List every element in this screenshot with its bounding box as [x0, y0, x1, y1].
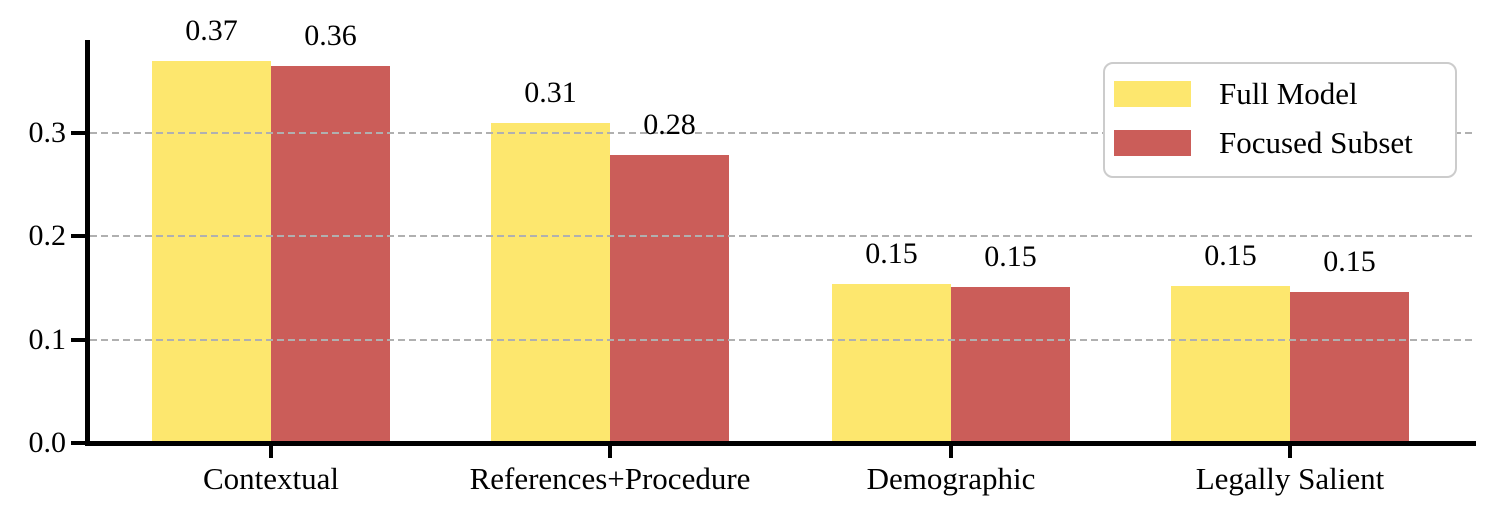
bar-full-model-demographic [832, 283, 951, 443]
bar-value-label: 0.37 [185, 13, 238, 47]
bar-full-model-references-procedure [491, 122, 610, 443]
bar-focused-subset-references-procedure [610, 154, 729, 443]
y-axis-spine [85, 40, 90, 446]
gridline-0.2 [90, 235, 1472, 238]
legend-item-focused-subset: Focused Subset [1114, 118, 1455, 167]
y-tick-label: 0.0 [28, 426, 67, 459]
legend-label-focused-subset: Focused Subset [1219, 124, 1413, 160]
bar-value-label: 0.15 [1323, 245, 1376, 279]
legend-swatch-focused-subset [1114, 129, 1191, 156]
bar-focused-subset-contextual [271, 65, 390, 443]
legend: Full Model Focused Subset [1103, 62, 1457, 178]
category-label-references-procedure: References+Procedure [469, 461, 751, 496]
bar-value-label: 0.31 [524, 75, 577, 109]
y-tick-mark [71, 131, 85, 136]
gridline-0.1 [90, 338, 1472, 341]
bar-full-model-contextual [152, 60, 271, 443]
bar-value-label: 0.15 [984, 240, 1037, 274]
x-tick-mark [949, 446, 953, 458]
y-tick-label: 0.2 [28, 219, 67, 253]
bar-value-label: 0.15 [1204, 238, 1257, 272]
y-tick-label: 0.1 [28, 322, 67, 356]
legend-label-full-model: Full Model [1219, 75, 1358, 111]
gridline-0.3 [90, 132, 1472, 135]
bar-focused-subset-demographic [951, 287, 1070, 443]
y-tick-mark [71, 337, 85, 342]
y-tick-mark [71, 441, 85, 445]
bar-value-label: 0.15 [865, 236, 918, 270]
x-tick-mark [608, 446, 612, 458]
x-tick-mark [1288, 446, 1292, 458]
bar-value-label: 0.28 [643, 107, 696, 141]
bar-full-model-legally-salient [1171, 285, 1290, 443]
x-tick-mark [269, 446, 273, 458]
bar-value-label: 0.36 [304, 18, 357, 52]
bar-focused-subset-legally-salient [1290, 292, 1409, 443]
x-axis-spine [85, 441, 1476, 446]
category-label-legally-salient: Legally Salient [1195, 461, 1385, 496]
legend-item-full-model: Full Model [1114, 69, 1455, 118]
category-label-contextual: Contextual [202, 461, 340, 496]
category-label-demographic: Demographic [866, 461, 1036, 496]
y-tick-label: 0.3 [28, 116, 67, 150]
legend-swatch-full-model [1114, 80, 1191, 107]
y-tick-mark [71, 234, 85, 239]
